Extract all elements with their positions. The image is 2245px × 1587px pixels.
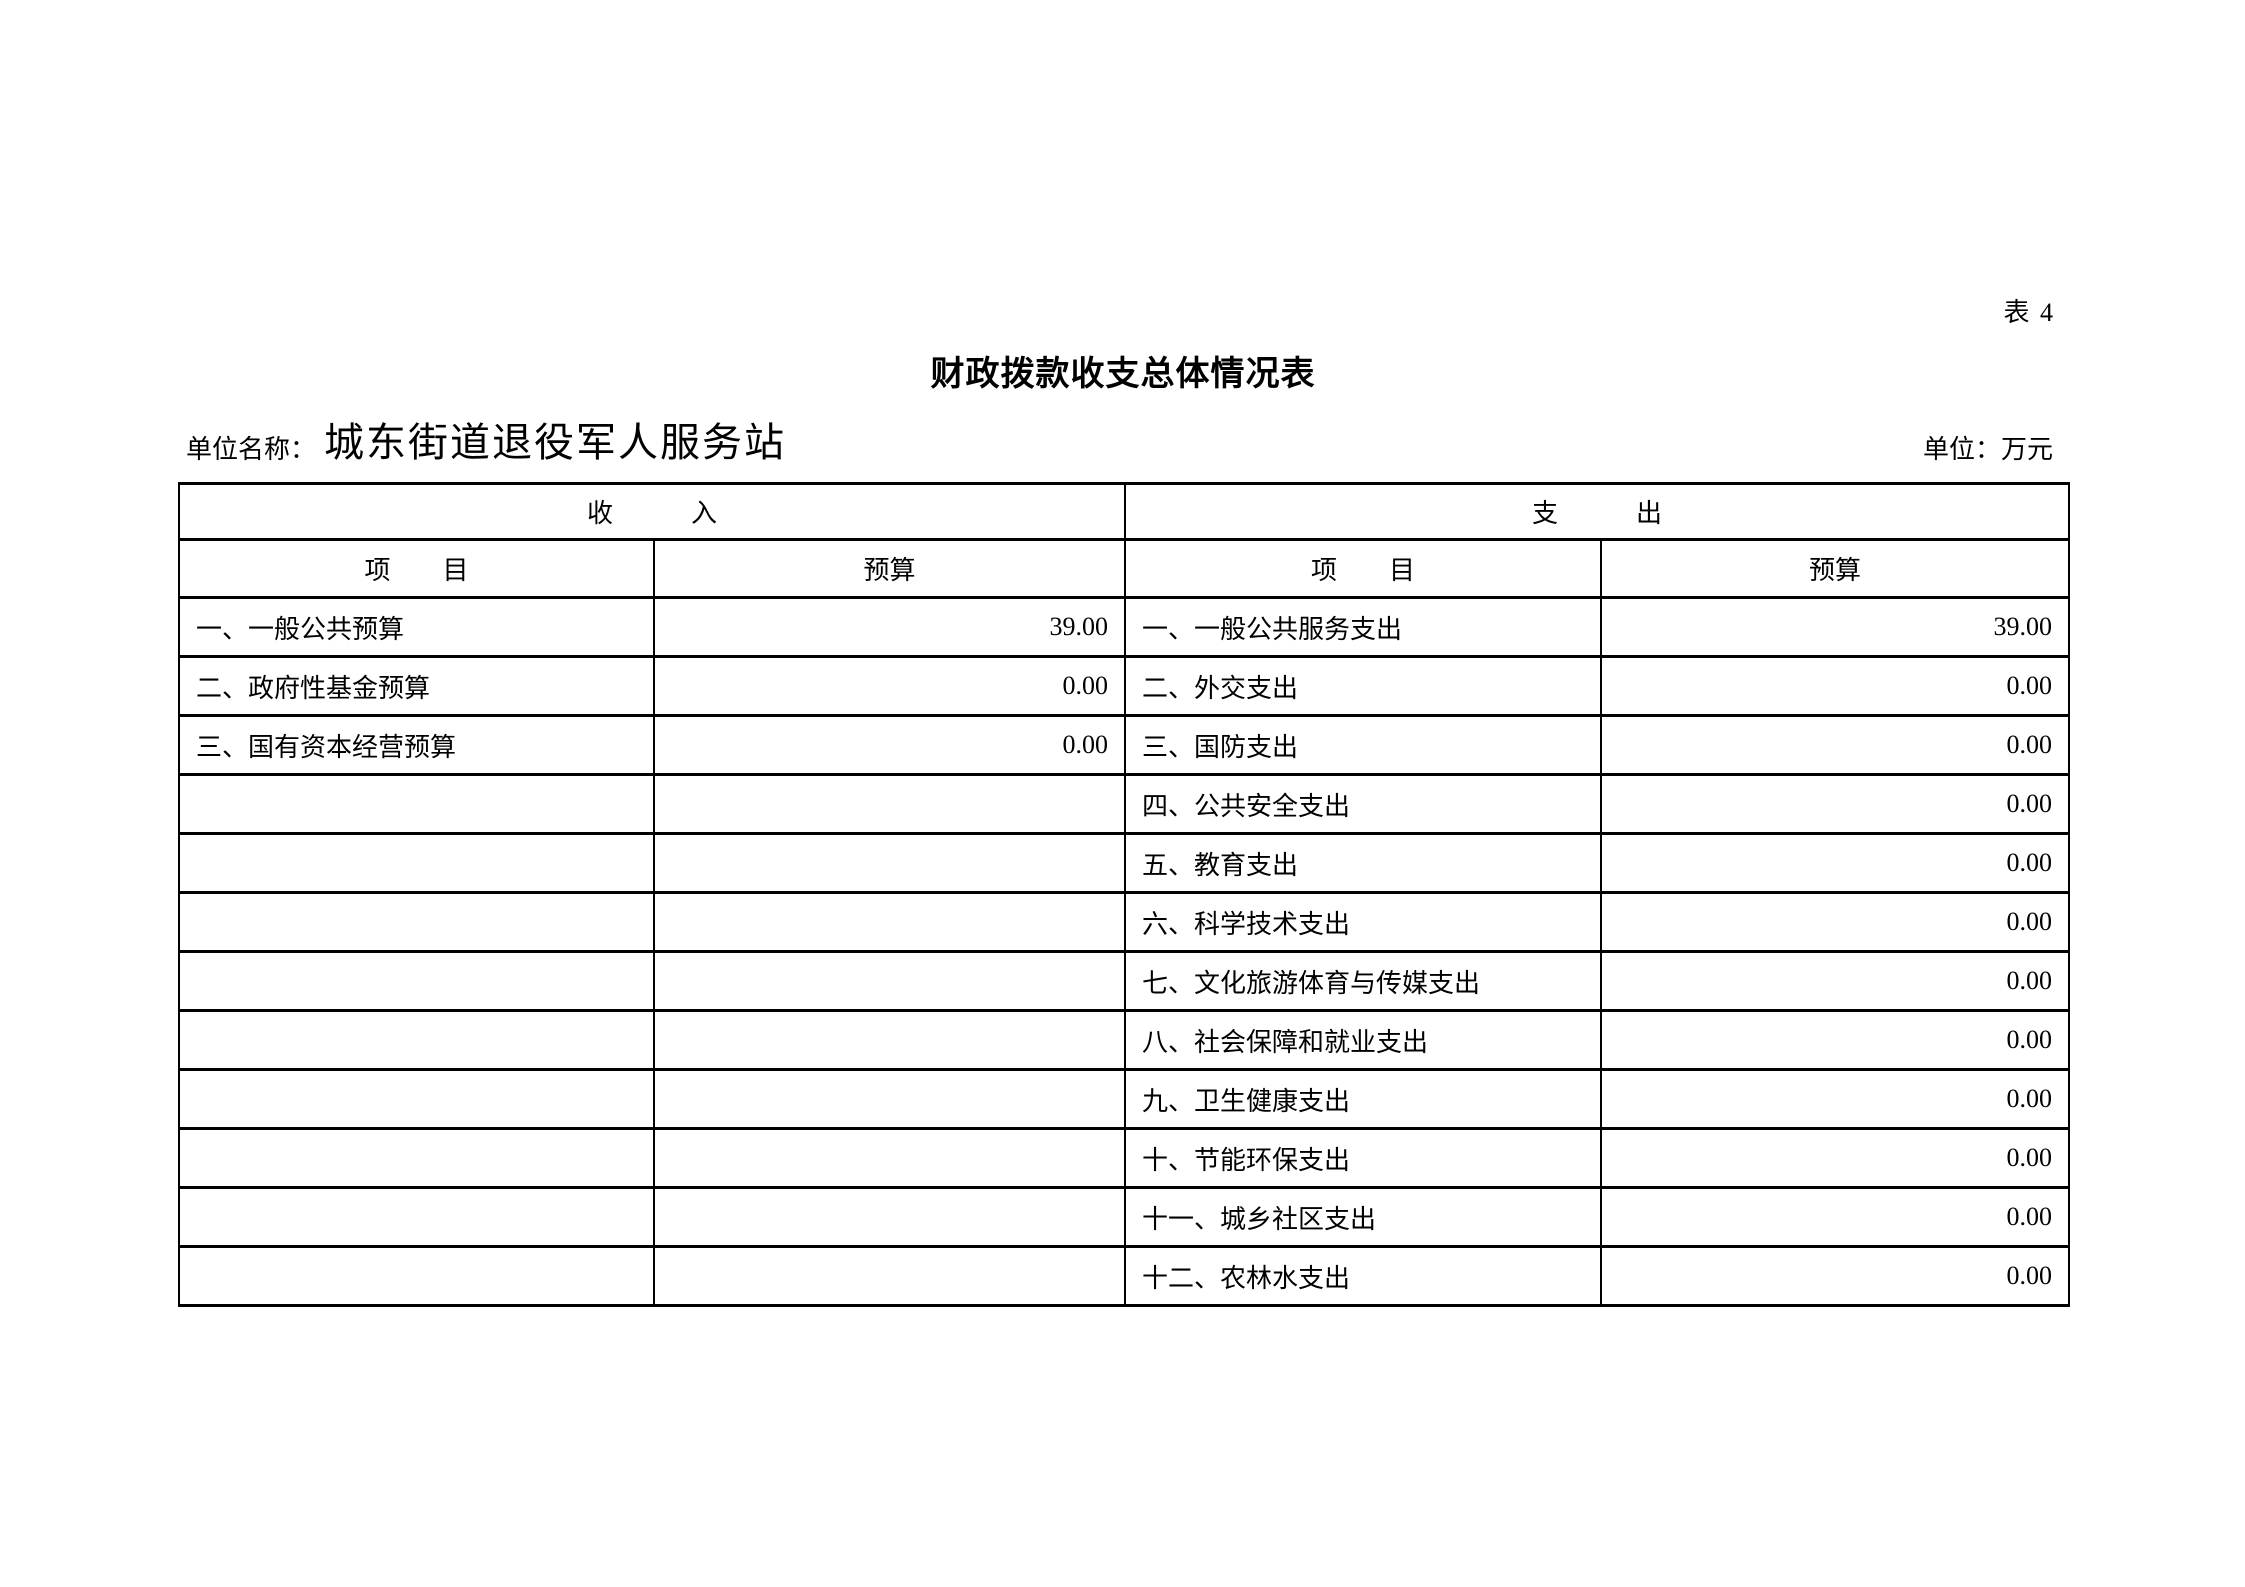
income-item-cell (178, 891, 655, 953)
expense-item-cell: 一、一般公共服务支出 (1124, 596, 1603, 658)
expense-budget-cell: 0.00 (1600, 950, 2071, 1012)
expense-budget-cell: 0.00 (1600, 891, 2071, 953)
income-budget-cell (652, 1245, 1127, 1307)
expense-item-cell: 七、文化旅游体育与传媒支出 (1124, 950, 1603, 1012)
table-row: 七、文化旅游体育与传媒支出 0.00 (178, 950, 2071, 1012)
expense-item-cell: 四、公共安全支出 (1124, 773, 1603, 835)
budget-table: 收 入 支 出 项 目 预算 项 目 预算 一、一般公共预算 39.00 一、一… (177, 482, 2071, 1307)
income-section-header: 收 入 (177, 482, 1127, 541)
income-budget-cell: 0.00 (652, 714, 1127, 776)
expense-budget-cell: 0.00 (1600, 1245, 2071, 1307)
table-number-tag: 表 4 (2003, 298, 2055, 327)
income-item-cell: 一、一般公共预算 (178, 596, 655, 658)
expense-budget-column-header: 预算 (1600, 538, 2071, 599)
expense-item-cell: 六、科学技术支出 (1124, 891, 1603, 953)
income-budget-cell (652, 1068, 1127, 1130)
income-item-cell (178, 1068, 655, 1130)
table-row: 十一、城乡社区支出 0.00 (178, 1186, 2071, 1248)
expense-budget-cell: 0.00 (1600, 714, 2071, 776)
table-row: 二、政府性基金预算 0.00 二、外交支出 0.00 (178, 655, 2071, 717)
table-row: 八、社会保障和就业支出 0.00 (178, 1009, 2071, 1071)
income-item-cell: 二、政府性基金预算 (178, 655, 655, 717)
table-row: 十二、农林水支出 0.00 (178, 1245, 2071, 1307)
income-budget-cell (652, 891, 1127, 953)
income-budget-cell: 39.00 (652, 596, 1127, 658)
page-title: 财政拨款收支总体情况表 (930, 356, 1316, 393)
unit-name-label: 单位名称： (186, 435, 317, 464)
income-item-cell (178, 1127, 655, 1189)
table-row: 九、卫生健康支出 0.00 (178, 1068, 2071, 1130)
currency-unit-label: 单位：万元 (1922, 435, 2053, 464)
income-budget-cell (652, 832, 1127, 894)
table-row: 一、一般公共预算 39.00 一、一般公共服务支出 39.00 (178, 596, 2071, 658)
table-row: 四、公共安全支出 0.00 (178, 773, 2071, 835)
expense-item-cell: 五、教育支出 (1124, 832, 1603, 894)
expense-item-cell: 十二、农林水支出 (1124, 1245, 1603, 1307)
table-row: 十、节能环保支出 0.00 (178, 1127, 2071, 1189)
income-budget-cell (652, 1127, 1127, 1189)
expense-item-cell: 三、国防支出 (1124, 714, 1603, 776)
income-item-cell (178, 1009, 655, 1071)
income-budget-cell (652, 1186, 1127, 1248)
table-row: 六、科学技术支出 0.00 (178, 891, 2071, 953)
table-row: 三、国有资本经营预算 0.00 三、国防支出 0.00 (178, 714, 2071, 776)
expense-budget-cell: 0.00 (1600, 1186, 2071, 1248)
expense-item-cell: 十一、城乡社区支出 (1124, 1186, 1603, 1248)
column-header-row: 项 目 预算 项 目 预算 (178, 538, 2071, 599)
expense-budget-cell: 0.00 (1600, 1127, 2071, 1189)
expense-budget-cell: 0.00 (1600, 1009, 2071, 1071)
income-budget-cell (652, 773, 1127, 835)
section-header-row: 收 入 支 出 (177, 482, 2071, 541)
expense-budget-cell: 0.00 (1600, 655, 2071, 717)
income-budget-cell (652, 1009, 1127, 1071)
expense-item-cell: 二、外交支出 (1124, 655, 1603, 717)
expense-budget-cell: 0.00 (1600, 832, 2071, 894)
income-budget-cell: 0.00 (652, 655, 1127, 717)
income-budget-column-header: 预算 (652, 538, 1127, 599)
income-item-cell (178, 832, 655, 894)
expense-budget-cell: 0.00 (1600, 773, 2071, 835)
expense-item-column-header: 项 目 (1124, 538, 1603, 599)
income-item-cell (178, 773, 655, 835)
table-row: 五、教育支出 0.00 (178, 832, 2071, 894)
expense-budget-cell: 39.00 (1600, 596, 2071, 658)
unit-name-value: 城东街道退役军人服务站 (324, 420, 786, 465)
income-item-column-header: 项 目 (178, 538, 655, 599)
income-item-cell (178, 1245, 655, 1307)
expense-section-header: 支 出 (1124, 482, 2071, 541)
expense-item-cell: 八、社会保障和就业支出 (1124, 1009, 1603, 1071)
expense-item-cell: 九、卫生健康支出 (1124, 1068, 1603, 1130)
income-item-cell (178, 1186, 655, 1248)
income-item-cell: 三、国有资本经营预算 (178, 714, 655, 776)
expense-item-cell: 十、节能环保支出 (1124, 1127, 1603, 1189)
income-item-cell (178, 950, 655, 1012)
expense-budget-cell: 0.00 (1600, 1068, 2071, 1130)
income-budget-cell (652, 950, 1127, 1012)
